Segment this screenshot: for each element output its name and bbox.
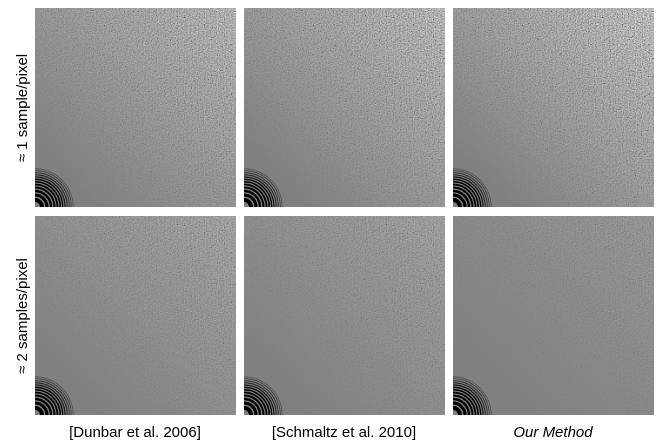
panel <box>415 216 654 445</box>
row-2 <box>0 216 654 445</box>
panel <box>206 8 445 245</box>
row-label: ≈ 2 samples/pixel <box>14 258 31 374</box>
panel <box>206 216 445 445</box>
row-1 <box>0 8 654 245</box>
column-caption: [Schmaltz et al. 2010] <box>272 424 416 441</box>
panel <box>0 216 236 445</box>
row-label: ≈ 1 sample/pixel <box>14 54 31 162</box>
panel <box>0 8 236 245</box>
column-caption: Our Method <box>513 424 593 441</box>
panel <box>415 8 654 245</box>
column-caption: [Dunbar et al. 2006] <box>69 424 201 441</box>
